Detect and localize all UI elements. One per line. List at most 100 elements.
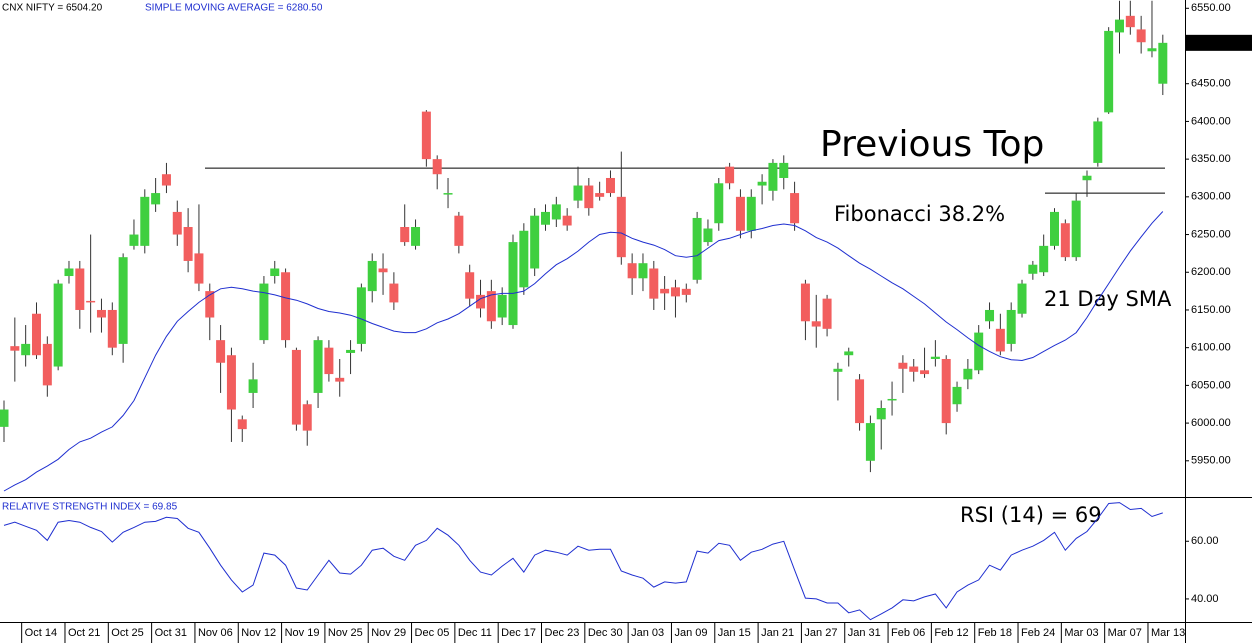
candle-body xyxy=(562,215,572,226)
candle-body xyxy=(822,298,832,329)
x-tick-label: Dec 30 xyxy=(588,627,623,639)
candle-body xyxy=(1147,48,1157,52)
candle-body xyxy=(573,185,583,201)
annotation: 21 Day SMA xyxy=(1044,287,1172,311)
candle-body xyxy=(259,283,269,341)
candle-body xyxy=(1017,283,1027,314)
y-tick-label: 6350.00 xyxy=(1191,153,1231,165)
candle-body xyxy=(779,162,789,178)
y-tick-label: 5950.00 xyxy=(1191,455,1231,467)
candle-body xyxy=(216,340,226,363)
candle-body xyxy=(985,309,995,322)
sma-line xyxy=(3,211,1164,492)
x-tick-label: Feb 24 xyxy=(1021,627,1055,639)
y-tick-label: 6400.00 xyxy=(1191,115,1231,127)
candle-body xyxy=(42,343,52,386)
candle-body xyxy=(1006,309,1016,344)
last-price-label: 6504.20 xyxy=(1187,37,1227,49)
annotation: Previous Top xyxy=(820,124,1044,165)
candle-body xyxy=(541,211,550,225)
candle-body xyxy=(346,349,356,353)
candle-body xyxy=(1050,211,1060,246)
candle-body xyxy=(974,332,984,371)
candle-body xyxy=(768,162,778,191)
x-tick-label: Dec 23 xyxy=(545,627,580,639)
candle-body xyxy=(465,272,475,299)
x-tick-label: Jan 21 xyxy=(761,627,794,639)
candle-body xyxy=(887,398,897,401)
y-tick-label: 6200.00 xyxy=(1191,266,1231,278)
candle-body xyxy=(324,347,334,375)
candle-body xyxy=(1093,121,1103,163)
candle-body xyxy=(833,368,843,372)
candle-body xyxy=(205,291,215,318)
x-tick-label: Mar 13 xyxy=(1151,627,1185,639)
candle-body xyxy=(291,349,301,425)
candle-body xyxy=(627,263,637,279)
y-tick-label: 6550.00 xyxy=(1191,2,1231,14)
x-tick-label: Oct 31 xyxy=(155,627,187,639)
candle-body xyxy=(670,287,680,297)
candle-body xyxy=(378,268,388,273)
candle-body xyxy=(1136,29,1146,43)
candle-body xyxy=(1071,200,1081,258)
candle-body xyxy=(530,215,540,269)
candle-body xyxy=(0,409,9,427)
candle-body xyxy=(140,196,150,246)
candle-body xyxy=(790,193,800,224)
candle-body xyxy=(486,291,496,322)
candle-body xyxy=(432,159,442,175)
candle-body xyxy=(1158,42,1168,84)
x-tick-label: Dec 17 xyxy=(501,627,536,639)
candle-body xyxy=(1114,19,1124,33)
x-tick-label: Mar 07 xyxy=(1108,627,1142,639)
candle-body xyxy=(151,193,161,205)
x-tick-label: Dec 11 xyxy=(458,627,492,639)
candle-body xyxy=(735,196,745,231)
candle-body xyxy=(281,272,291,341)
x-tick-label: Dec 05 xyxy=(415,627,450,639)
x-tick-label: Nov 19 xyxy=(285,627,320,639)
candle-body xyxy=(421,111,431,160)
y-tick-label: 6050.00 xyxy=(1191,379,1231,391)
candle-body xyxy=(660,288,670,294)
candle-body xyxy=(909,366,919,372)
candle-body xyxy=(86,300,96,303)
y-tick-label: 6100.00 xyxy=(1191,342,1231,354)
candle-body xyxy=(443,193,453,195)
x-tick-label: Feb 06 xyxy=(891,627,925,639)
y-tick-label: 6000.00 xyxy=(1191,417,1231,429)
x-tick-label: Oct 25 xyxy=(111,627,143,639)
candle-body xyxy=(21,343,31,356)
candle-body xyxy=(508,242,518,326)
candle-body xyxy=(107,309,117,348)
candle-body xyxy=(183,227,193,261)
candle-body xyxy=(757,181,767,186)
candle-body xyxy=(497,294,507,318)
x-tick-label: Feb 18 xyxy=(978,627,1012,639)
candle-body xyxy=(811,321,821,327)
y-tick-label: 40.00 xyxy=(1191,593,1219,605)
candle-body xyxy=(302,404,312,431)
x-tick-label: Jan 27 xyxy=(804,627,837,639)
candle-body xyxy=(681,288,691,295)
candle-body xyxy=(194,253,204,284)
candle-body xyxy=(367,260,377,292)
candle-body xyxy=(616,196,626,258)
candle-body xyxy=(161,174,171,186)
y-tick-label: 60.00 xyxy=(1191,535,1219,547)
candle-body xyxy=(10,346,20,351)
candle-body xyxy=(96,309,106,318)
rsi-title: RELATIVE STRENGTH INDEX = 69.85 xyxy=(2,502,178,513)
candle-body xyxy=(865,423,875,461)
y-tick-label: 6300.00 xyxy=(1191,191,1231,203)
candle-body xyxy=(898,362,908,369)
candle-body xyxy=(454,215,464,246)
y-tick-label: 6150.00 xyxy=(1191,304,1231,316)
x-tick-label: Feb 12 xyxy=(934,627,968,639)
candle-body xyxy=(64,268,74,277)
candle-body xyxy=(31,313,41,356)
candle-body xyxy=(53,283,63,367)
